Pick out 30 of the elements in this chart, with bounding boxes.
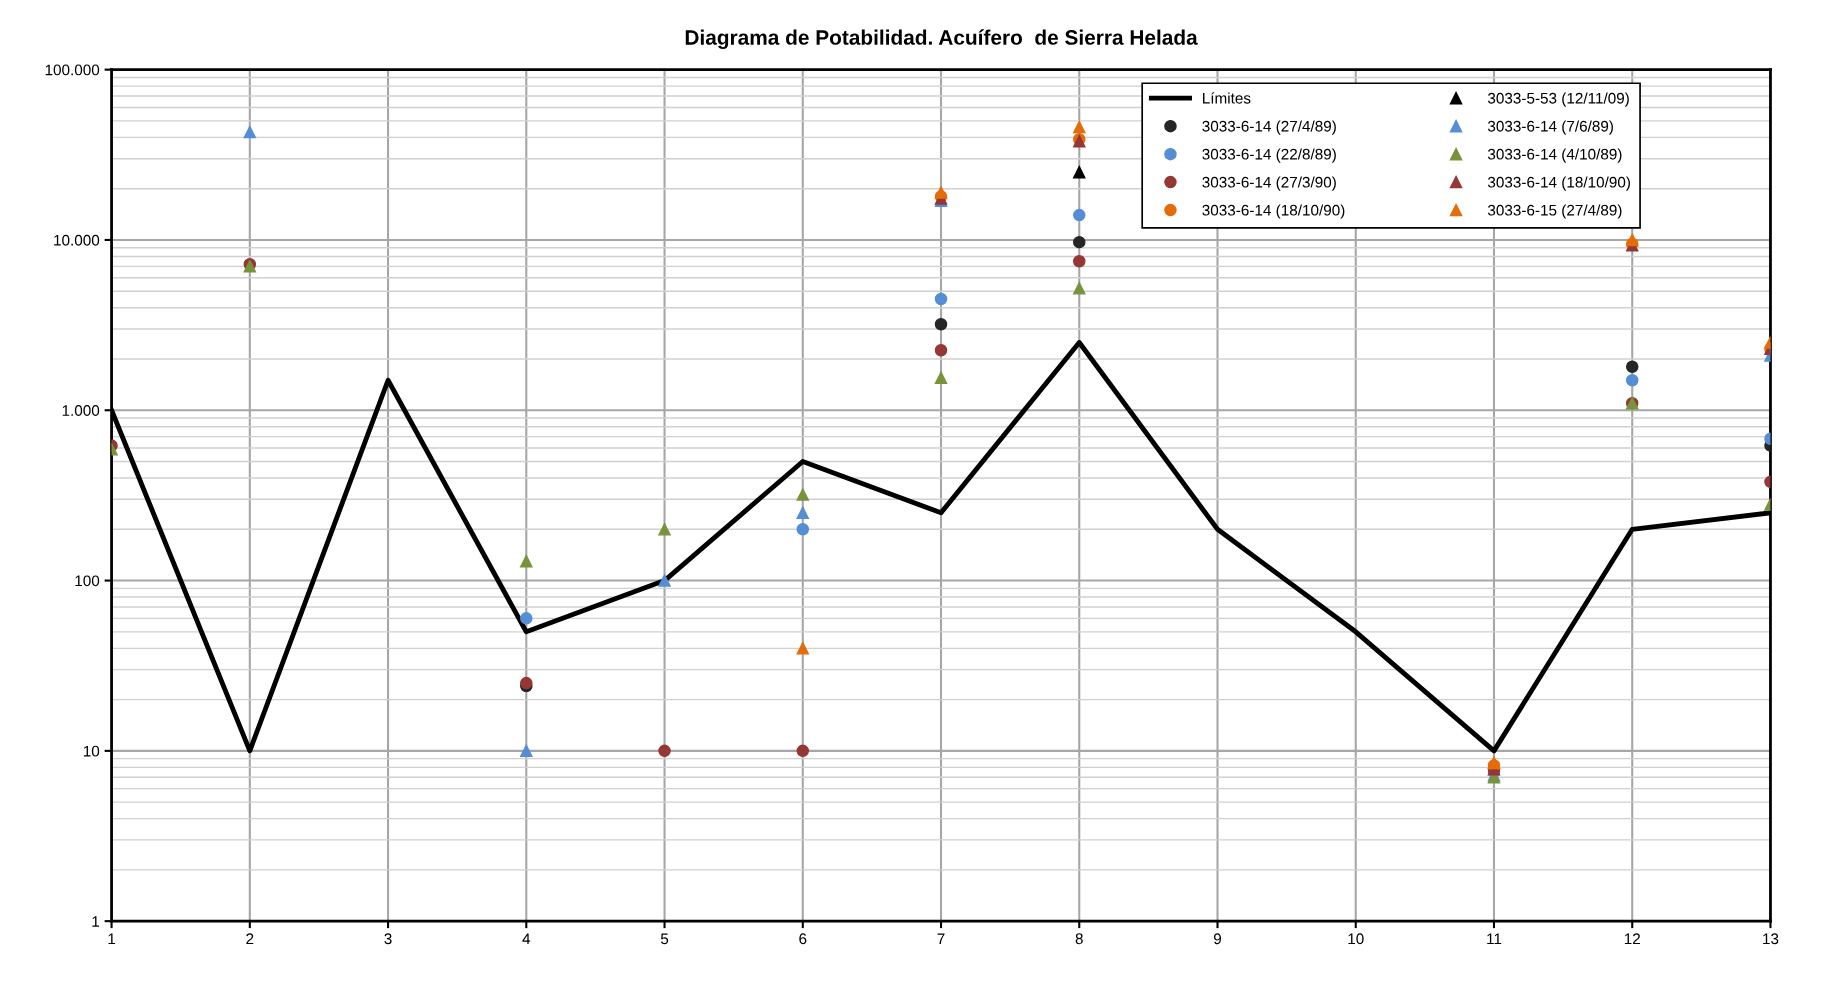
y-tick-label: 10.000	[54, 234, 100, 246]
legend-label: 3033-6-15 (27/4/89)	[1487, 204, 1622, 219]
legend-label: Límites	[1203, 92, 1251, 104]
y-tick-label: 1.000	[62, 405, 100, 416]
legend-label: 3033-6-14 (7/6/89)	[1487, 120, 1613, 135]
legend-label: 3033-6-14 (4/10/89)	[1487, 148, 1622, 163]
legend-label: 3033-6-14 (22/8/89)	[1202, 148, 1336, 163]
x-tick-label: 2	[246, 933, 254, 945]
legend-label: 3033-6-14 (27/4/89)	[1202, 120, 1336, 135]
x-tick-label: 8	[1075, 933, 1083, 945]
x-tick-label: 9	[1213, 933, 1222, 945]
x-tick-label: 13	[1763, 933, 1779, 945]
chart-title: Diagrama de Potabilidad. Acuífero de Sierra Helada	[685, 29, 1198, 50]
x-tick-label: 10	[1348, 933, 1364, 945]
x-tick-label: 4	[522, 933, 531, 945]
x-tick-label: 6	[799, 933, 807, 945]
y-tick-label: 100	[75, 575, 100, 587]
y-tick-label: 100.000	[45, 64, 100, 76]
x-tick-label: 3	[384, 933, 392, 945]
x-tick-label: 5	[660, 933, 669, 945]
legend-label: 3033-6-14 (18/10/90)	[1487, 176, 1630, 191]
legend-label: 3033-6-14 (18/10/90)	[1202, 204, 1345, 219]
x-tick-label: 12	[1624, 933, 1640, 945]
legend-label: 3033-5-53 (12/11/09)	[1487, 92, 1629, 107]
y-tick-label: 1	[92, 916, 100, 927]
y-tick-label: 10	[83, 745, 100, 757]
x-tick-label: 11	[1487, 933, 1502, 945]
x-tick-label: 1	[108, 933, 116, 945]
legend-label: 3033-6-14 (27/3/90)	[1202, 176, 1336, 191]
x-tick-label: 7	[937, 933, 945, 945]
